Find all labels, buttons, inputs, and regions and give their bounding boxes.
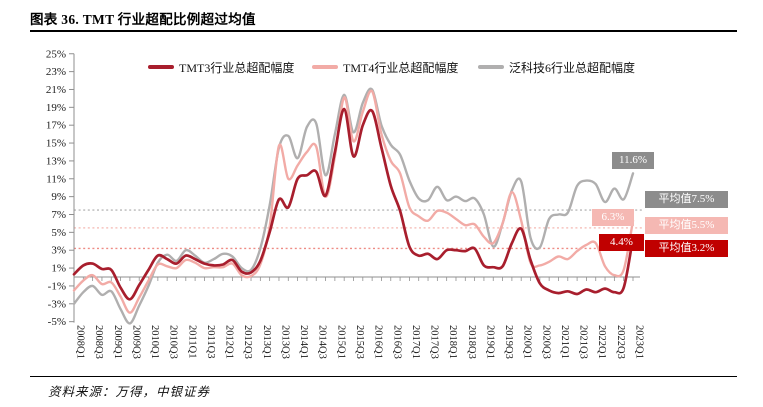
- x-tick-label: 2017Q1: [410, 325, 421, 359]
- legend-item-tmt3: TMT3行业总超配幅度: [148, 59, 294, 75]
- x-tick-label: 2016Q3: [391, 325, 402, 359]
- y-tick-label: -3%: [48, 298, 66, 310]
- title-divider: [30, 30, 737, 32]
- tmt4-line-swatch: [312, 65, 338, 69]
- x-tick-label: 2012Q3: [242, 325, 253, 359]
- x-tick-label: 2020Q1: [522, 325, 533, 359]
- x-tick-label: 2021Q3: [578, 325, 589, 359]
- x-tick-label: 2019Q1: [484, 325, 495, 359]
- x-tick-label: 2021Q1: [559, 325, 570, 359]
- y-tick-label: 17%: [46, 120, 66, 132]
- y-tick-label: 13%: [46, 155, 66, 167]
- x-tick-label: 2016Q1: [373, 325, 384, 359]
- y-tick-label: 3%: [51, 245, 66, 257]
- legend-item-pantech6: 泛科技6行业总超配幅度: [478, 59, 635, 75]
- x-tick-label: 2014Q3: [317, 325, 328, 359]
- figure-title: 图表 36. TMT 行业超配比例超过均值: [30, 12, 256, 27]
- x-tick-label: 2008Q1: [75, 325, 86, 359]
- source-note: 资料来源：万得，中银证券: [48, 385, 211, 399]
- x-tick-label: 2008Q3: [93, 325, 104, 359]
- legend-item-tmt4: TMT4行业总超配幅度: [312, 59, 458, 75]
- x-tick-label: 2015Q1: [335, 325, 346, 359]
- y-tick-label: 19%: [46, 102, 66, 114]
- pink-mean-badge: 平均值5.5%: [645, 217, 728, 234]
- pink-end-value-badge: 6.3%: [592, 209, 634, 226]
- legend-label-tmt3: TMT3行业总超配幅度: [179, 60, 295, 75]
- series-line-0: [72, 107, 635, 301]
- x-tick-label: 2010Q3: [168, 325, 179, 359]
- y-tick-label: 25%: [46, 48, 66, 60]
- gray-mean-badge: 平均值7.5%: [645, 191, 728, 208]
- x-tick-label: 2013Q3: [279, 325, 290, 359]
- x-tick-label: 2023Q1: [634, 325, 645, 359]
- pantech6-line-swatch: [478, 65, 504, 69]
- footer-divider: [30, 376, 737, 377]
- x-tick-label: 2010Q1: [149, 325, 160, 359]
- x-tick-label: 2011Q1: [186, 325, 197, 358]
- x-tick-label: 2017Q3: [429, 325, 440, 359]
- x-tick-label: 2014Q1: [298, 325, 309, 359]
- y-tick-label: 15%: [46, 138, 66, 150]
- series-line-1: [72, 89, 635, 314]
- x-tick-label: 2009Q3: [130, 325, 141, 359]
- gray-end-value-badge: 11.6%: [612, 152, 654, 169]
- y-tick-label: 7%: [51, 209, 66, 221]
- y-tick-label: 11%: [46, 173, 66, 185]
- y-tick-label: 9%: [51, 191, 66, 203]
- y-tick-label: 21%: [46, 84, 66, 96]
- legend-label-tmt4: TMT4行业总超配幅度: [343, 60, 459, 75]
- x-tick-label: 2012Q1: [224, 325, 235, 359]
- x-tick-label: 2018Q1: [447, 325, 458, 359]
- x-tick-label: 2018Q3: [466, 325, 477, 359]
- red-mean-badge: 平均值3.2%: [645, 240, 728, 257]
- x-tick-label: 2020Q3: [540, 325, 551, 359]
- x-tick-label: 2019Q3: [503, 325, 514, 359]
- y-tick-label: -5%: [48, 316, 66, 328]
- y-tick-label: -1%: [48, 280, 66, 292]
- x-tick-label: 2015Q3: [354, 325, 365, 359]
- x-tick-label: 2022Q3: [615, 325, 626, 359]
- y-tick-label: 23%: [46, 66, 66, 78]
- legend-label-pantech6: 泛科技6行业总超配幅度: [509, 60, 636, 75]
- y-tick-label: 1%: [51, 263, 66, 275]
- x-tick-label: 2009Q1: [112, 325, 123, 359]
- series-line-2: [72, 87, 635, 325]
- red-end-value-badge: 4.4%: [599, 234, 644, 251]
- tmt3-line-swatch: [148, 65, 174, 69]
- x-tick-label: 2022Q1: [596, 325, 607, 359]
- y-tick-label: 5%: [51, 227, 66, 239]
- x-tick-label: 2011Q3: [205, 325, 216, 358]
- x-tick-label: 2013Q1: [261, 325, 272, 359]
